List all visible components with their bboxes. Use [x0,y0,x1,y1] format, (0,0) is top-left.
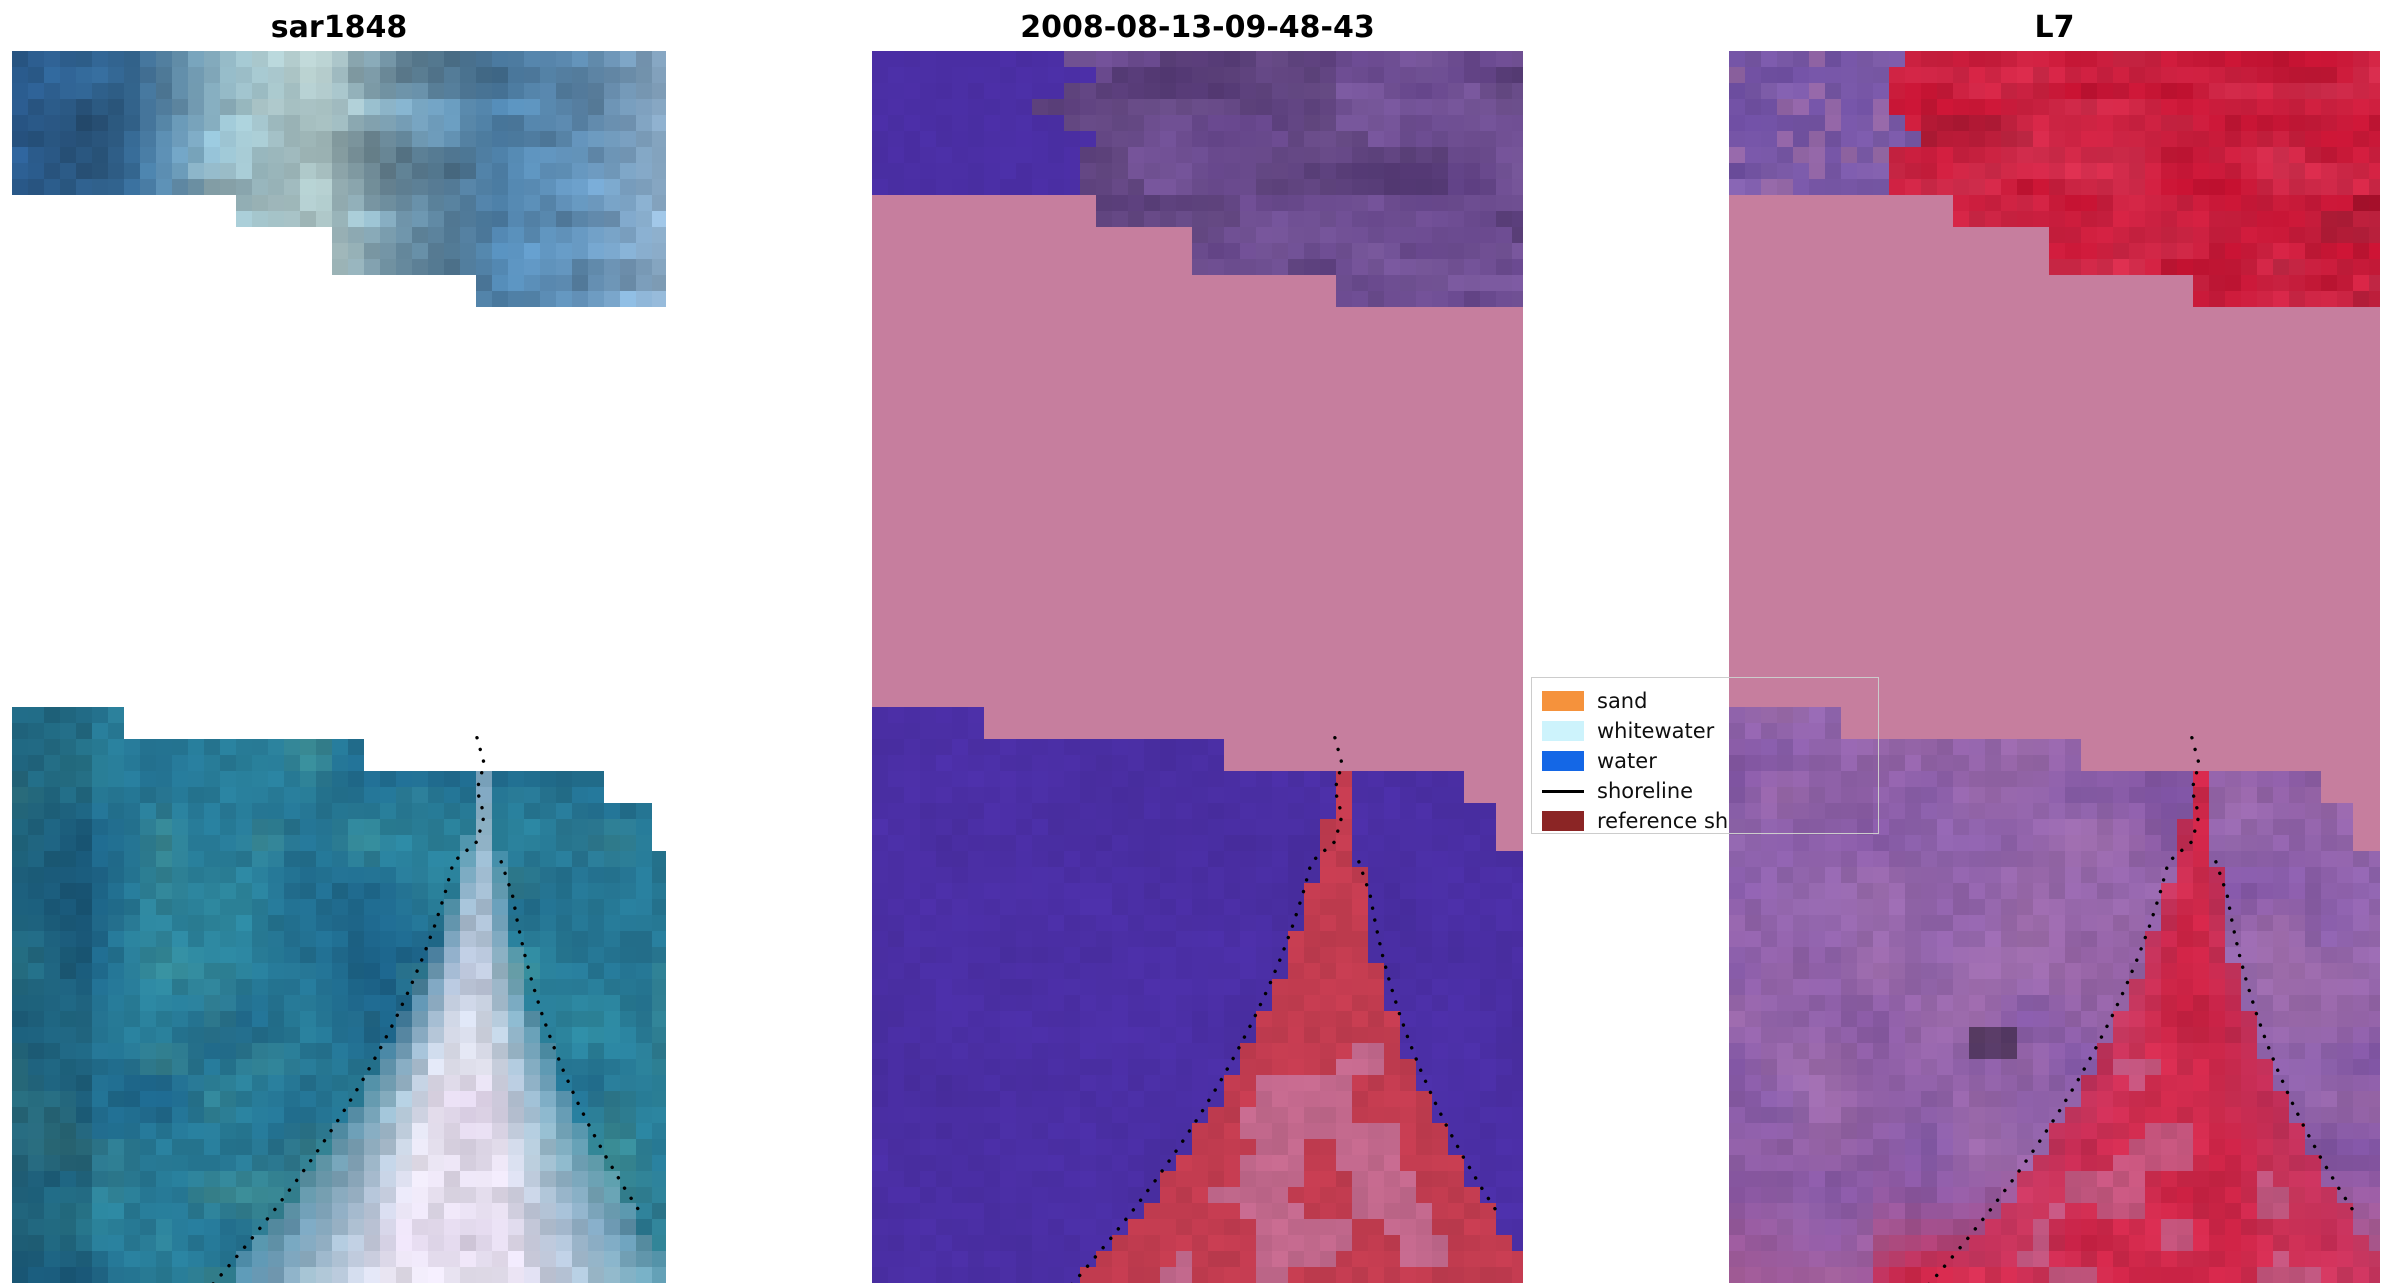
legend-item-water: water [1542,746,1878,776]
legend-item-reference-sh: reference sh [1542,806,1878,836]
legend-label: shoreline [1597,779,1694,803]
legend-label: water [1597,749,1657,773]
legend-item-sand: sand [1542,686,1878,716]
legend-item-whitewater: whitewater [1542,716,1878,746]
legend-color-swatch [1542,721,1584,741]
legend-label: reference sh [1597,809,1729,833]
legend-color-swatch [1542,751,1584,771]
legend-color-swatch [1542,811,1584,831]
legend-label: sand [1597,689,1648,713]
legend-color-swatch [1542,691,1584,711]
legend-box: sand whitewater water shoreline reference sh [1531,677,1879,834]
panel-title-l7: L7 [2034,10,2075,45]
legend-label: whitewater [1597,719,1715,743]
legend-item-shoreline: shoreline [1542,776,1878,806]
sar-image-panel [12,51,666,1283]
classification-image-panel [872,51,1523,1283]
l7-image-panel [1729,51,2380,1283]
panel-title-sar1848: sar1848 [270,10,408,45]
panel-title-datetime: 2008-08-13-09-48-43 [1020,10,1375,45]
legend-line-swatch [1542,789,1584,793]
